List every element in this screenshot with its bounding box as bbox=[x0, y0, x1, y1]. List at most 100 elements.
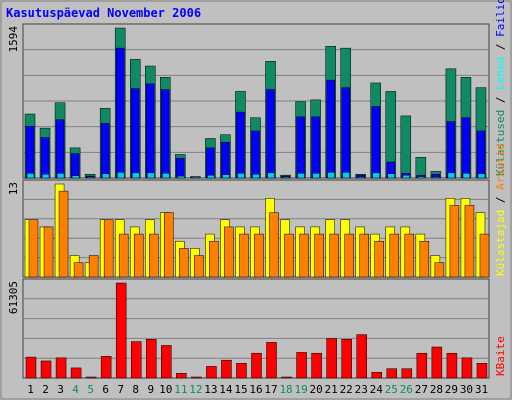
x-tick-label-21: 21 bbox=[325, 383, 338, 396]
x-tick-label-16: 16 bbox=[249, 383, 262, 396]
bar-failid-18 bbox=[282, 176, 290, 179]
x-tick-label-17: 17 bbox=[264, 383, 277, 396]
bar-failid-23 bbox=[357, 176, 365, 179]
bar-arvutid-7 bbox=[118, 233, 129, 278]
bar-arvutid-8 bbox=[133, 233, 144, 278]
bar-kbaite-3 bbox=[55, 357, 67, 379]
bar-failid-3 bbox=[56, 173, 65, 179]
bar-lehed-6 bbox=[100, 123, 110, 179]
bar-arvutid-23 bbox=[359, 233, 369, 278]
bar-kbaite-10 bbox=[161, 345, 172, 379]
bar-arvutid-24 bbox=[374, 240, 384, 278]
x-tick-label-4: 4 bbox=[72, 383, 79, 396]
x-tick-label-26: 26 bbox=[400, 383, 413, 396]
bar-lehed-17 bbox=[266, 89, 275, 179]
bar-kbaite-18 bbox=[281, 376, 292, 379]
bar-kbaite-19 bbox=[296, 352, 307, 379]
x-tick-label-20: 20 bbox=[310, 383, 323, 396]
bar-arvutid-27 bbox=[419, 240, 430, 278]
bar-failid-31 bbox=[477, 173, 486, 179]
x-tick-label-31: 31 bbox=[475, 383, 488, 396]
bar-lehed-10 bbox=[161, 89, 170, 179]
bar-failid-17 bbox=[267, 172, 275, 179]
bar-kbaite-20 bbox=[311, 352, 322, 379]
x-tick-label-19: 19 bbox=[294, 383, 307, 396]
bar-arvutid-25 bbox=[389, 233, 400, 278]
bar-arvutid-20 bbox=[314, 233, 324, 278]
legend-failid: Failid bbox=[494, 0, 507, 37]
x-tick-label-23: 23 bbox=[355, 383, 368, 396]
x-tick-label-3: 3 bbox=[57, 383, 64, 396]
bar-failid-29 bbox=[447, 172, 456, 179]
bar-lehed-22 bbox=[341, 87, 350, 179]
legend-top: Külastused / Lehed / Failid / Pöördumisi bbox=[494, 0, 507, 176]
bar-kbaite-14 bbox=[221, 359, 232, 379]
bar-arvutid-18 bbox=[284, 233, 294, 278]
bar-lehed-24 bbox=[371, 106, 380, 179]
legend-bottom: KBaite bbox=[494, 336, 507, 376]
bar-failid-16 bbox=[252, 173, 260, 179]
bar-failid-10 bbox=[162, 173, 170, 179]
bar-failid-27 bbox=[417, 176, 426, 179]
bar-kbaite-4 bbox=[70, 367, 82, 379]
bar-arvutid-17 bbox=[269, 212, 279, 278]
bar-failid-1 bbox=[26, 173, 35, 179]
bar-lehed-11 bbox=[176, 157, 185, 179]
bar-failid-19 bbox=[297, 173, 305, 179]
bar-failid-7 bbox=[116, 172, 125, 179]
bar-külastused-26 bbox=[400, 115, 412, 179]
bar-kbaite-16 bbox=[251, 352, 262, 379]
bar-kbaite-12 bbox=[191, 376, 202, 379]
bar-failid-6 bbox=[101, 173, 110, 179]
bar-failid-26 bbox=[402, 174, 411, 179]
legend-top-text: Külastused / Lehed / Failid / Pöördumisi bbox=[494, 0, 507, 176]
bar-lehed-2 bbox=[40, 137, 50, 179]
bar-failid-25 bbox=[387, 173, 396, 179]
bar-failid-2 bbox=[41, 173, 50, 179]
legend-kbaite: KBaite bbox=[494, 336, 507, 376]
bar-kbaite-9 bbox=[146, 339, 157, 379]
bar-failid-5 bbox=[86, 176, 95, 179]
bar-lehed-9 bbox=[146, 83, 155, 179]
bar-lehed-1 bbox=[25, 125, 35, 179]
bar-kbaite-7 bbox=[115, 282, 127, 379]
bar-lehed-19 bbox=[296, 116, 305, 179]
legend-middle-text: Külastajad / Arvutid bbox=[494, 144, 507, 276]
bar-arvutid-28 bbox=[434, 262, 445, 278]
x-tick-label-1: 1 bbox=[27, 383, 34, 396]
bar-arvutid-29 bbox=[449, 205, 460, 278]
bar-lehed-3 bbox=[55, 119, 65, 179]
legend-separator: / bbox=[494, 90, 507, 110]
legend-bottom-text: KBaite bbox=[494, 336, 507, 376]
bar-failid-12 bbox=[192, 176, 200, 179]
bar-kbaite-27 bbox=[416, 352, 428, 379]
bar-lehed-29 bbox=[446, 121, 456, 179]
bar-kbaite-2 bbox=[40, 360, 52, 379]
bar-failid-11 bbox=[177, 175, 185, 179]
bar-külastused-27 bbox=[415, 157, 427, 179]
x-tick-label-7: 7 bbox=[117, 383, 124, 396]
legend-separator: / bbox=[494, 190, 507, 210]
x-tick-label-27: 27 bbox=[415, 383, 428, 396]
bar-kbaite-30 bbox=[461, 357, 473, 379]
x-tick-label-18: 18 bbox=[279, 383, 292, 396]
x-tick-label-6: 6 bbox=[102, 383, 109, 396]
x-tick-label-14: 14 bbox=[219, 383, 233, 396]
bar-kbaite-23 bbox=[356, 334, 367, 379]
bar-failid-30 bbox=[462, 173, 471, 179]
bar-failid-8 bbox=[131, 172, 140, 179]
bar-kbaite-26 bbox=[401, 368, 413, 379]
x-tick-label-28: 28 bbox=[430, 383, 443, 396]
x-tick-label-2: 2 bbox=[42, 383, 49, 396]
bar-failid-13 bbox=[207, 174, 215, 179]
bar-arvutid-1 bbox=[28, 219, 39, 278]
bar-failid-24 bbox=[372, 172, 380, 179]
bar-arvutid-15 bbox=[239, 233, 249, 278]
y-axis-max-label: 61305 bbox=[7, 281, 20, 314]
x-tick-label-30: 30 bbox=[460, 383, 473, 396]
bar-failid-20 bbox=[312, 173, 320, 179]
legend-külastused: Külastused bbox=[494, 110, 507, 176]
bar-kbaite-11 bbox=[176, 373, 187, 379]
